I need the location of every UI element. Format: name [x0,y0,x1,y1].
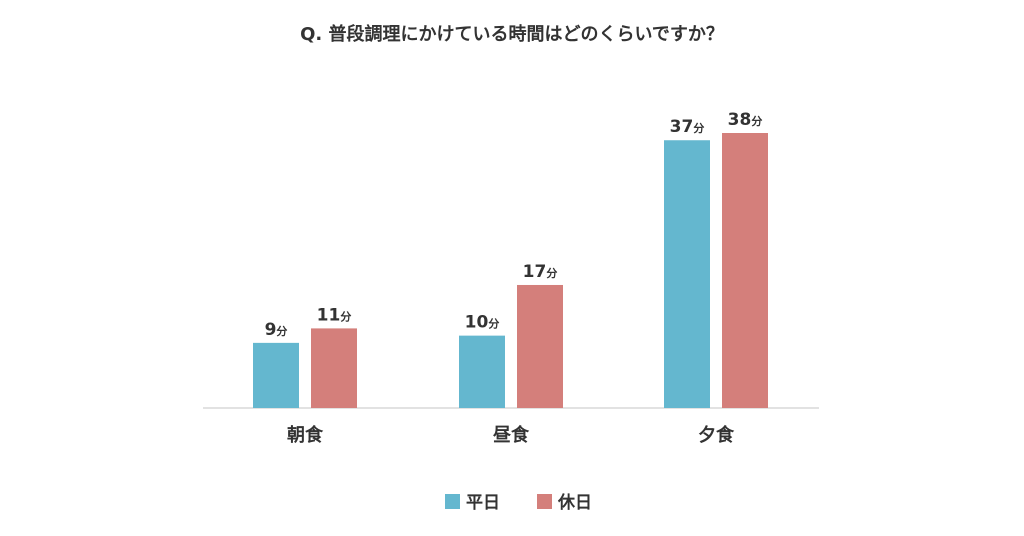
legend: 平日 休日 [445,492,592,513]
value-label-0-0: 9分 [265,320,288,340]
value-label-0-2: 37分 [670,117,705,137]
bar-weekday-2 [664,140,710,408]
value-label-1-2: 38分 [728,110,763,130]
value-label-1-0: 11分 [317,305,352,325]
bar-weekday-0 [253,342,299,408]
chart-title: Q. 普段調理にかけている時間はどのくらいですか？ [300,23,724,45]
value-label-1-1: 17分 [523,262,558,282]
category-label-0: 朝食 [287,424,324,446]
category-label-1: 昼食 [493,424,530,446]
value-label-0-1: 10分 [465,313,500,333]
value-unit: 分 [546,266,557,280]
value-labels-layer: 9分 11分 10分 17分 37分 38分 [265,110,763,340]
legend-label-1: 休日 [557,492,592,513]
category-label-2: 夕食 [698,424,735,446]
value-unit: 分 [340,309,351,323]
legend-label-0: 平日 [466,493,500,513]
legend-swatch-0 [445,494,460,509]
bars-layer [253,133,768,408]
value-unit: 分 [751,114,762,128]
legend-swatch-1 [537,494,552,509]
bar-holiday-0 [311,328,357,408]
bar-holiday-1 [517,284,563,408]
value-unit: 分 [276,324,287,338]
bar-weekday-1 [459,335,505,408]
category-labels-layer: 朝食 昼食 夕食 [287,424,735,446]
value-unit: 分 [693,121,704,135]
bar-holiday-2 [722,133,768,408]
value-unit: 分 [488,317,499,331]
